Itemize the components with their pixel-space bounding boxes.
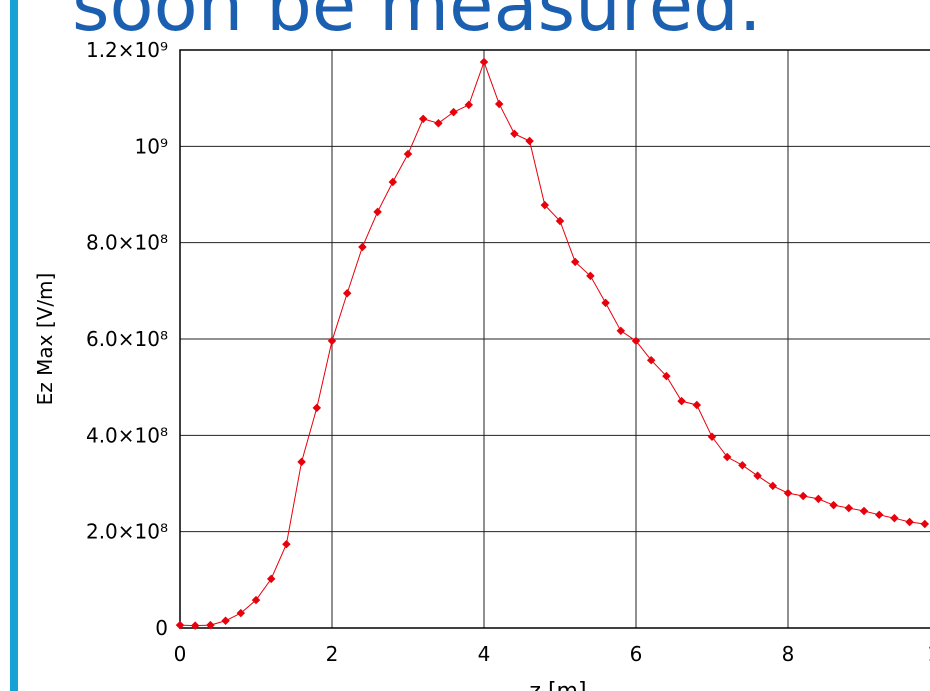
data-point <box>631 336 641 346</box>
x-axis-label: z [m] <box>529 679 586 691</box>
x-tick-label: 2 <box>326 642 339 666</box>
data-point <box>525 136 534 146</box>
data-point <box>829 500 838 510</box>
data-point <box>510 129 519 139</box>
data-point <box>373 207 382 217</box>
data-point <box>494 99 504 109</box>
accent-bar <box>10 0 18 691</box>
y-tick-label: 6.0×10⁸ <box>86 327 168 351</box>
data-point <box>677 396 686 406</box>
data-point <box>418 114 428 124</box>
data-point <box>282 539 291 549</box>
data-point <box>798 491 808 501</box>
data-point <box>905 517 914 527</box>
y-tick-label: 2.0×10⁸ <box>86 520 168 544</box>
data-point <box>662 371 671 381</box>
data-point <box>783 488 793 498</box>
y-tick-label: 4.0×10⁸ <box>86 423 168 447</box>
x-tick-label: 0 <box>174 642 187 666</box>
data-point <box>616 326 626 336</box>
data-point <box>403 149 413 159</box>
plot-frame <box>179 49 930 629</box>
data-point <box>753 471 762 481</box>
x-tick-label: 10 <box>927 642 930 666</box>
data-point <box>859 506 869 516</box>
data-point <box>327 336 337 346</box>
x-tick-label: 8 <box>782 642 795 666</box>
data-point <box>738 460 747 470</box>
data-point <box>844 503 854 513</box>
data-point <box>388 177 398 187</box>
data-point <box>890 513 899 523</box>
data-point <box>586 271 595 281</box>
data-point <box>358 242 367 252</box>
data-point <box>266 574 276 584</box>
data-point <box>479 57 489 67</box>
data-point <box>449 107 458 117</box>
data-point <box>814 494 823 504</box>
data-point <box>646 355 656 365</box>
y-axis-label: Ez Max [V/m] <box>33 273 57 406</box>
data-point <box>297 457 306 467</box>
data-point <box>312 403 322 413</box>
data-point <box>722 452 732 462</box>
data-point <box>464 100 474 110</box>
data-point <box>570 257 580 267</box>
y-tick-label: 8.0×10⁸ <box>86 231 168 255</box>
slide-title: soon be measured. <box>72 0 762 47</box>
x-tick-label: 4 <box>478 642 491 666</box>
y-tick-label: 1.2×10⁹ <box>86 38 168 62</box>
data-point <box>601 298 610 308</box>
data-point <box>920 519 930 529</box>
y-tick-label: 10⁹ <box>135 134 168 158</box>
y-tick-label: 0 <box>155 616 168 640</box>
x-tick-label: 6 <box>630 642 643 666</box>
data-point <box>768 481 778 491</box>
data-point <box>221 616 230 626</box>
data-point <box>707 432 717 442</box>
data-point <box>434 118 443 128</box>
data-point <box>692 400 702 410</box>
data-point <box>874 510 884 520</box>
data-point <box>342 288 352 298</box>
